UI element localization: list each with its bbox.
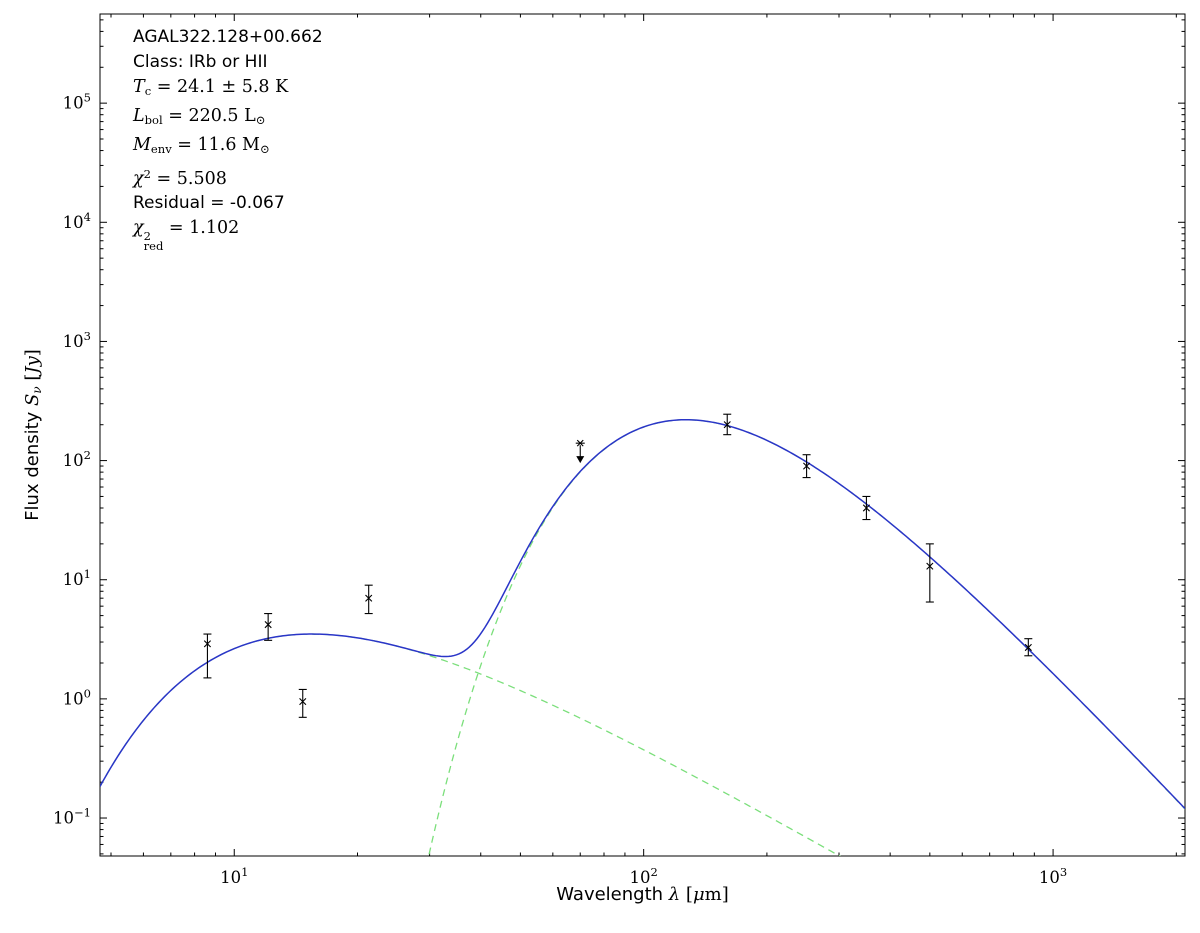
x-axis-label: Wavelength λ [μm] xyxy=(100,884,1185,905)
down-arrow-icon xyxy=(576,456,585,464)
fit-info-line: Menv = 11.6 M⊙ xyxy=(133,134,270,156)
axis-label-segment: [ xyxy=(22,373,44,387)
data-point-marker xyxy=(862,495,871,521)
fit-info-line: Class: IRb or HII xyxy=(133,52,268,72)
data-point-marker xyxy=(264,613,273,641)
data-point-marker xyxy=(364,584,373,615)
y-tick-label: 105 xyxy=(63,91,91,113)
axis-label-segment: μ xyxy=(692,884,705,905)
y-tick-label: 103 xyxy=(63,329,91,351)
data-point-marker xyxy=(925,543,934,603)
fit-info-line: Lbol = 220.5 L⊙ xyxy=(133,105,266,127)
axis-label-segment: λ xyxy=(668,884,681,905)
axis-label-segment: ν xyxy=(29,386,44,394)
axis-ticks xyxy=(100,14,1185,856)
data-point-marker xyxy=(1024,638,1033,657)
data-points xyxy=(203,413,1033,718)
y-tick-label: 104 xyxy=(63,210,91,232)
fit-info-line: χ 2 red = 1.102 xyxy=(133,218,240,253)
axis-label-segment: m] xyxy=(704,884,729,905)
axis-label-segment: Flux density xyxy=(22,405,44,521)
sup-sub-stack: 2 red xyxy=(143,228,164,253)
axis-label-segment: Wavelength xyxy=(556,884,669,905)
fit-info-line: Tc = 24.1 ± 5.8 K xyxy=(133,77,289,98)
y-tick-label: 10−1 xyxy=(53,806,91,828)
y-tick-label: 102 xyxy=(63,448,91,470)
plot-frame xyxy=(99,13,1186,857)
axis-label-segment: [ xyxy=(680,884,693,905)
y-tick-label: 100 xyxy=(63,686,91,708)
fit-info-box: AGAL322.128+00.662 Class: IRb or HII Tc = … xyxy=(133,25,323,251)
model-curves xyxy=(100,418,1185,856)
fit-info-line: Residual = -0.067 xyxy=(133,193,285,214)
data-point-marker xyxy=(298,688,307,718)
axis-label-segment: Jy xyxy=(22,356,44,374)
total-model-curve xyxy=(100,418,1185,810)
axis-label-segment: ] xyxy=(22,349,44,357)
upper-limit-marker xyxy=(575,439,585,464)
fit-info-line: AGAL322.128+00.662 xyxy=(133,27,323,47)
data-point-marker xyxy=(802,454,811,479)
y-axis-label: Flux density Sν [Jy] xyxy=(22,349,44,521)
axis-label-segment: S xyxy=(22,393,44,406)
data-point-marker xyxy=(203,633,212,679)
y-tick-label: 101 xyxy=(63,567,91,589)
data-point-marker xyxy=(723,413,732,436)
fit-info-line: χ2 = 5.508 xyxy=(133,166,227,189)
